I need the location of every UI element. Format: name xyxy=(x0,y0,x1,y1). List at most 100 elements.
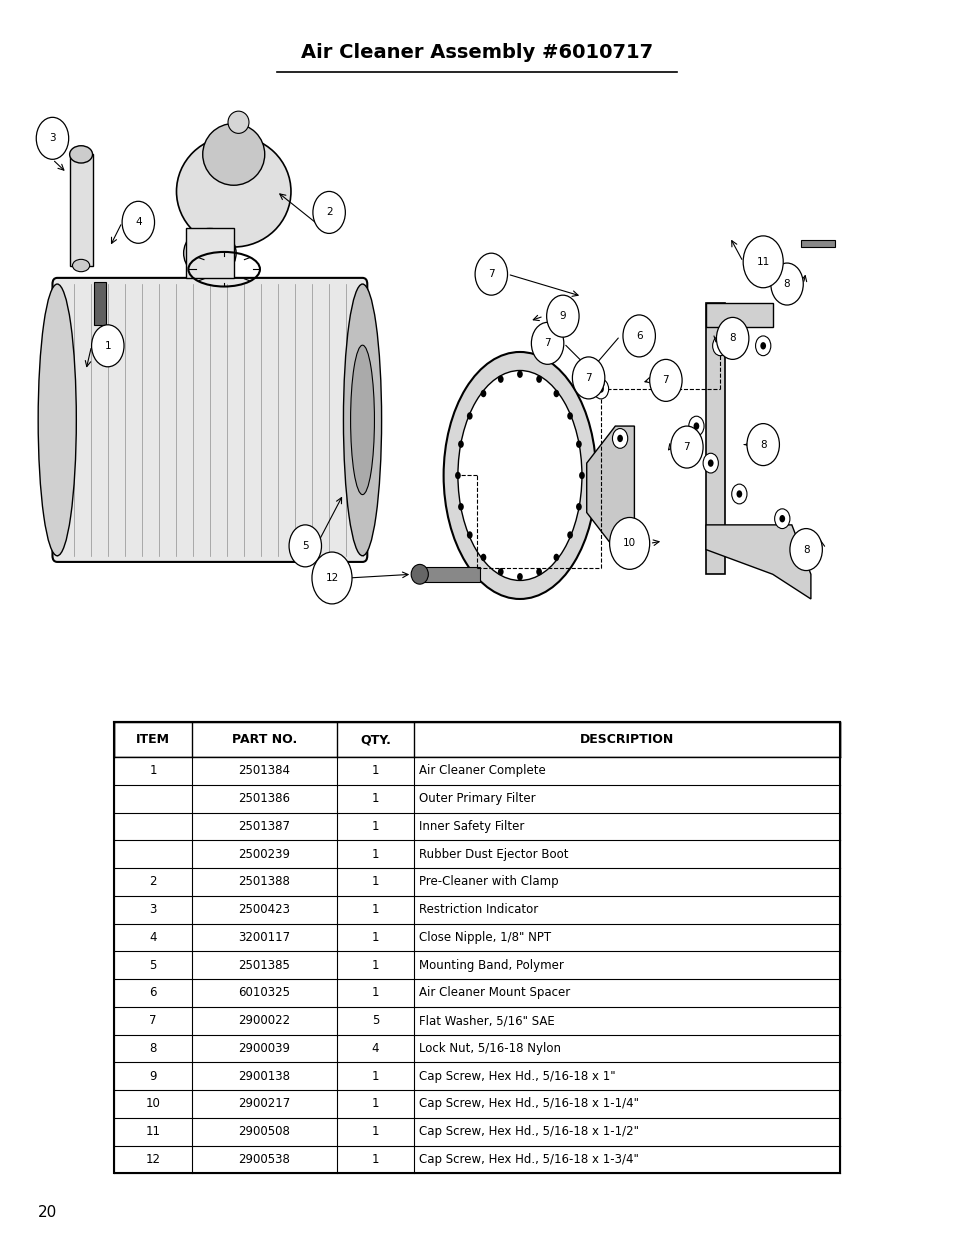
Text: 7: 7 xyxy=(585,373,591,383)
Text: 6: 6 xyxy=(636,331,641,341)
Polygon shape xyxy=(705,303,772,327)
Text: 1: 1 xyxy=(372,820,379,832)
Bar xyxy=(186,228,233,278)
Text: 8: 8 xyxy=(783,279,789,289)
Bar xyxy=(114,1091,839,1118)
Circle shape xyxy=(536,568,541,576)
Text: Flat Washer, 5/16" SAE: Flat Washer, 5/16" SAE xyxy=(418,1014,554,1028)
Ellipse shape xyxy=(228,111,249,133)
Text: 7: 7 xyxy=(544,338,550,348)
Text: 1: 1 xyxy=(372,1125,379,1139)
Circle shape xyxy=(455,472,460,479)
Circle shape xyxy=(576,503,581,510)
Circle shape xyxy=(480,390,486,398)
Text: Outer Primary Filter: Outer Primary Filter xyxy=(418,792,535,805)
Circle shape xyxy=(466,531,472,538)
Text: 9: 9 xyxy=(559,311,565,321)
Text: 2900039: 2900039 xyxy=(238,1042,290,1055)
Text: 7: 7 xyxy=(488,269,494,279)
Text: 7: 7 xyxy=(683,442,689,452)
Circle shape xyxy=(122,201,154,243)
Circle shape xyxy=(588,373,603,393)
Text: Cap Screw, Hex Hd., 5/16-18 x 1-3/4": Cap Screw, Hex Hd., 5/16-18 x 1-3/4" xyxy=(418,1153,639,1166)
Text: Air Cleaner Complete: Air Cleaner Complete xyxy=(418,764,545,777)
Text: Lock Nut, 5/16-18 Nylon: Lock Nut, 5/16-18 Nylon xyxy=(418,1042,560,1055)
Circle shape xyxy=(770,263,802,305)
Text: 4: 4 xyxy=(135,217,141,227)
Bar xyxy=(114,722,839,757)
Text: Close Nipple, 1/8" NPT: Close Nipple, 1/8" NPT xyxy=(418,931,551,944)
Ellipse shape xyxy=(457,370,581,580)
Circle shape xyxy=(716,317,748,359)
Bar xyxy=(114,979,839,1007)
Bar xyxy=(114,757,839,784)
Circle shape xyxy=(702,453,718,473)
Ellipse shape xyxy=(70,146,92,163)
Circle shape xyxy=(774,509,789,529)
Circle shape xyxy=(546,295,578,337)
Circle shape xyxy=(670,426,702,468)
Circle shape xyxy=(593,379,608,399)
Text: 20: 20 xyxy=(38,1205,57,1220)
Text: 1: 1 xyxy=(372,792,379,805)
Text: Rubber Dust Ejector Boot: Rubber Dust Ejector Boot xyxy=(418,847,568,861)
Text: 6010325: 6010325 xyxy=(238,987,290,999)
Bar xyxy=(114,1007,839,1035)
Text: 8: 8 xyxy=(729,333,735,343)
Text: 2501384: 2501384 xyxy=(238,764,290,777)
Bar xyxy=(94,282,106,325)
Ellipse shape xyxy=(411,564,428,584)
Circle shape xyxy=(617,435,622,442)
Text: 2900508: 2900508 xyxy=(238,1125,290,1139)
Ellipse shape xyxy=(443,352,596,599)
Circle shape xyxy=(36,117,69,159)
Polygon shape xyxy=(801,240,834,247)
Text: 2501388: 2501388 xyxy=(238,876,290,888)
Bar xyxy=(114,868,839,895)
Circle shape xyxy=(289,525,321,567)
Circle shape xyxy=(731,484,746,504)
Circle shape xyxy=(567,531,573,538)
Bar xyxy=(70,154,92,266)
Text: 2501385: 2501385 xyxy=(238,958,290,972)
Circle shape xyxy=(313,191,345,233)
Text: ITEM: ITEM xyxy=(136,734,170,746)
Bar xyxy=(114,1035,839,1062)
Circle shape xyxy=(475,253,507,295)
Ellipse shape xyxy=(183,228,235,278)
Text: 6: 6 xyxy=(150,987,156,999)
Circle shape xyxy=(688,416,703,436)
Text: Cap Screw, Hex Hd., 5/16-18 x 1-1/4": Cap Screw, Hex Hd., 5/16-18 x 1-1/4" xyxy=(418,1098,639,1110)
Circle shape xyxy=(553,390,558,398)
Text: 3: 3 xyxy=(150,903,156,916)
Circle shape xyxy=(593,379,598,387)
Circle shape xyxy=(480,553,486,561)
Text: 5: 5 xyxy=(302,541,308,551)
Text: 10: 10 xyxy=(146,1098,160,1110)
Circle shape xyxy=(497,568,503,576)
Text: 12: 12 xyxy=(146,1153,160,1166)
Text: QTY.: QTY. xyxy=(359,734,391,746)
Bar xyxy=(114,784,839,813)
Circle shape xyxy=(531,322,563,364)
Text: 2500423: 2500423 xyxy=(238,903,290,916)
Text: 1: 1 xyxy=(372,931,379,944)
Circle shape xyxy=(712,336,727,356)
Text: 2501387: 2501387 xyxy=(238,820,290,832)
Text: DESCRIPTION: DESCRIPTION xyxy=(579,734,673,746)
Circle shape xyxy=(457,441,463,448)
Text: 1: 1 xyxy=(150,764,156,777)
Circle shape xyxy=(622,315,655,357)
Ellipse shape xyxy=(38,284,76,556)
Circle shape xyxy=(664,385,670,393)
Circle shape xyxy=(779,515,784,522)
Text: Inner Safety Filter: Inner Safety Filter xyxy=(418,820,524,832)
Text: 12: 12 xyxy=(325,573,338,583)
Circle shape xyxy=(659,379,675,399)
Text: 2500239: 2500239 xyxy=(238,847,290,861)
Text: 9: 9 xyxy=(150,1070,156,1083)
Text: 4: 4 xyxy=(150,931,156,944)
Bar xyxy=(114,813,839,840)
Circle shape xyxy=(717,342,722,350)
Circle shape xyxy=(536,375,541,383)
